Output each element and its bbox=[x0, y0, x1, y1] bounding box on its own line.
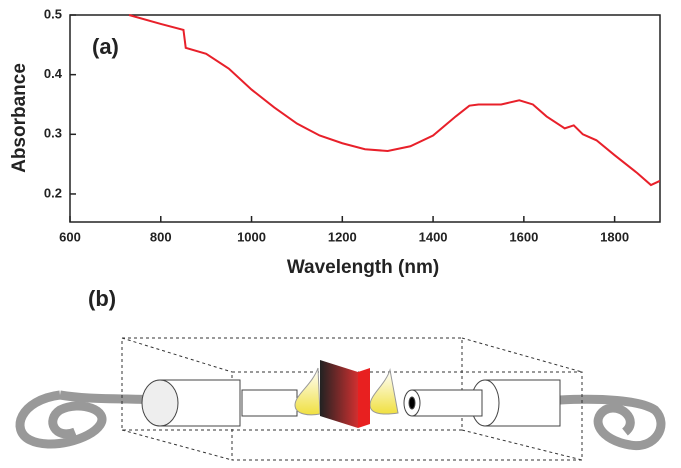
beam bbox=[369, 368, 399, 415]
connector bbox=[141, 379, 561, 427]
x-axis-title: Wavelength (nm) bbox=[287, 257, 439, 278]
fiber bbox=[59, 390, 156, 405]
sample bbox=[320, 360, 358, 428]
plot-frame bbox=[69, 14, 661, 223]
x-tick-label: 1200 bbox=[328, 229, 357, 244]
setup-diagram bbox=[15, 337, 666, 461]
panel-label: (b) bbox=[88, 286, 116, 311]
y-tick-label: 0.5 bbox=[44, 6, 62, 21]
panel-label: (a) bbox=[92, 34, 119, 59]
beam bbox=[294, 367, 321, 416]
x-tick-label: 1600 bbox=[509, 229, 538, 244]
x-tick-label: 800 bbox=[150, 229, 172, 244]
y-axis-title: Absorbance bbox=[9, 63, 30, 173]
x-tick-label: 1400 bbox=[419, 229, 448, 244]
sample bbox=[358, 368, 370, 428]
x-tick-label: 1800 bbox=[600, 229, 629, 244]
y-tick-label: 0.4 bbox=[44, 66, 63, 81]
y-tick-label: 0.3 bbox=[44, 126, 62, 141]
fiber bbox=[559, 394, 666, 451]
fiber bbox=[15, 390, 107, 449]
x-tick-label: 1000 bbox=[237, 229, 266, 244]
y-tick-label: 0.2 bbox=[44, 185, 62, 200]
data-line bbox=[128, 14, 660, 187]
dashed-box bbox=[121, 337, 583, 461]
x-tick-label: 600 bbox=[59, 229, 81, 244]
